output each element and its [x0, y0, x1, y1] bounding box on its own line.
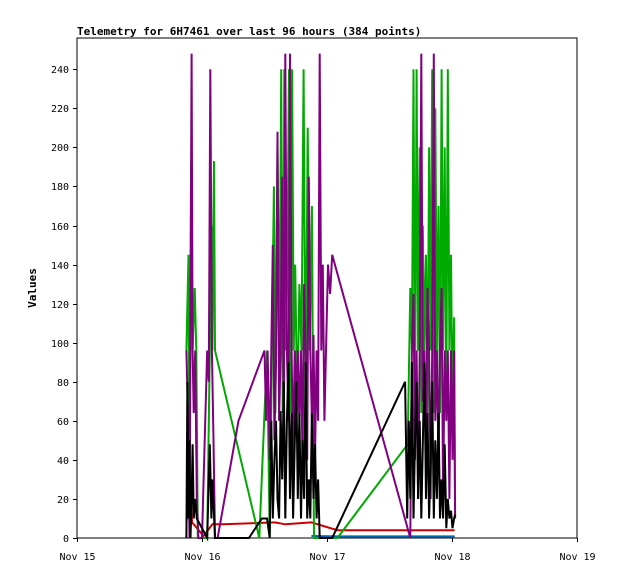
y-tick-label: 240: [51, 65, 69, 76]
x-tick-label: Nov 17: [309, 552, 345, 563]
y-tick-label: 100: [51, 339, 69, 350]
chart-title: Telemetry for 6H7461 over last 96 hours …: [77, 25, 421, 38]
x-tick-label: Nov 18: [434, 552, 470, 563]
y-tick-label: 80: [57, 378, 69, 389]
y-tick-label: 60: [57, 417, 69, 428]
y-tick-label: 40: [57, 456, 69, 467]
y-tick-label: 120: [51, 300, 69, 311]
x-tick-label: Nov 15: [59, 552, 95, 563]
y-tick-label: 20: [57, 495, 69, 506]
x-tick-label: Nov 16: [184, 552, 220, 563]
y-axis-label: Values: [26, 268, 39, 308]
x-tick-label: Nov 19: [559, 552, 595, 563]
y-tick-label: 140: [51, 261, 69, 272]
y-tick-label: 180: [51, 182, 69, 193]
y-tick-label: 220: [51, 104, 69, 115]
y-tick-label: 160: [51, 222, 69, 233]
y-tick-label: 200: [51, 143, 69, 154]
y-tick-label: 0: [63, 534, 69, 545]
